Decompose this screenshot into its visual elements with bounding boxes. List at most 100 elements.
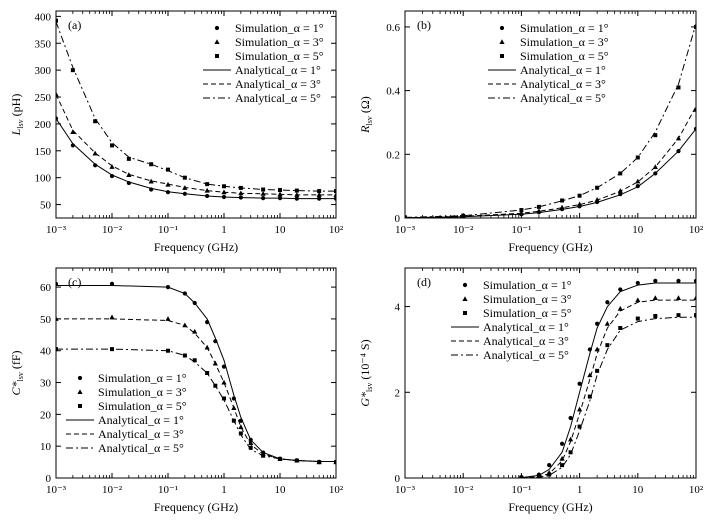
data-point-2 [70,129,76,134]
y-tick-label: 50 [40,314,52,326]
data-point-2 [693,295,696,300]
y-tick-label: 300 [35,65,52,77]
data-point-3 [577,424,582,429]
plot-area [405,23,696,218]
legend-entry: Simulation_α = 5° [235,49,324,63]
legend-swatch-marker [77,389,83,394]
x-tick-label: 10⁻³ [46,484,67,496]
data-point-2 [675,295,682,300]
data-point-3 [635,316,640,321]
y-tick-label: 0 [395,473,401,485]
y-axis-label-subscript: lsv [365,383,374,392]
x-tick-label: 10 [275,224,287,236]
y-axis-label-unit: (fF) [9,350,23,372]
data-point-3 [334,460,336,465]
data-point-2 [559,455,565,461]
x-tick-label: 10⁻¹ [511,484,531,496]
legend-entry: Analytical_α = 3° [520,77,606,91]
x-tick-label: 10⁻² [102,484,123,496]
data-point-3 [618,326,623,330]
series-line-5 [405,106,696,218]
legend-swatch-marker [462,282,468,288]
x-tick-label: 10⁻³ [395,484,416,496]
data-point-2 [126,172,132,177]
data-point-3 [568,450,573,455]
y-axis-label-unit: (pH) [9,94,23,120]
series-line-5 [56,318,336,462]
legend: Simulation_α = 1°Simulation_α = 3°Simula… [451,278,572,362]
y-tick-label: 0.4 [386,86,400,98]
data-point-3 [547,472,552,477]
plot-frame [55,267,337,479]
legend-swatch-marker [214,39,220,44]
legend-entry: Analytical_α = 3° [235,77,321,91]
data-point-2 [567,436,574,442]
panel-c: 10⁻³ 10⁻² 10⁻¹ 1 10 10² Frequency (GHz) 0 10 20 30… [9,267,344,514]
x-tick-label: 10² [689,224,704,236]
legend-entry: Analytical_α = 1° [98,413,184,427]
y-axis-label-subscript: lsv [16,372,25,381]
x-tick-label: 10² [689,484,704,496]
data-point-1 [568,415,573,421]
y-axis-label-unit: (Ω) [358,96,372,116]
data-point-1 [547,463,552,468]
data-point-3 [461,213,466,218]
data-point-3 [676,313,681,318]
x-tick-label: 10⁻² [453,484,474,496]
y-tick-label: 2 [395,387,401,399]
data-point-1 [618,287,623,292]
y-tick-label: 0 [46,473,52,485]
data-point-2 [333,192,336,197]
legend-entry: Simulation_α = 5° [98,399,187,413]
data-point-2 [109,164,115,169]
data-point-1 [559,441,565,446]
panel-b: 10⁻³ 10⁻² 10⁻¹ 1 10 10² Frequency (GHz) 0 0.2 0.4… [358,10,704,254]
x-tick-label: 1 [577,484,583,496]
data-point-3 [587,394,592,399]
data-point-3 [182,353,187,358]
plot-frame [404,267,697,479]
data-point-3 [519,475,524,478]
x-axis-label: Frequency (GHz) [154,500,238,514]
data-point-1 [109,281,115,287]
y-axis-label-symbol: L [9,128,23,136]
y-tick-label: 10 [40,441,52,453]
legend-swatch-marker [78,404,82,408]
legend: Simulation_α = 1°Simulation_α = 3°Simula… [488,21,609,105]
legend-entry: Simulation_α = 1° [483,278,572,292]
y-tick-label: 30 [40,378,52,390]
legend-entry: Simulation_α = 3° [98,385,187,399]
data-point-3 [110,143,114,148]
x-axis-label: Frequency (GHz) [154,240,238,254]
data-point-2 [604,320,610,326]
data-point-3 [166,167,170,172]
data-point-3 [149,162,154,167]
legend-entry: Analytical_α = 5° [235,91,321,105]
data-point-3 [126,156,131,161]
x-tick-label: 10⁻³ [395,224,416,236]
series-line-4 [405,128,696,218]
data-point-3 [653,133,658,138]
plot-area [56,281,336,465]
data-point-1 [56,281,59,287]
data-point-2 [577,406,583,412]
data-point-3 [222,396,226,401]
data-point-3 [405,215,407,218]
panel-label: (d) [417,275,431,289]
x-tick-label: 10⁻¹ [511,224,531,236]
data-point-3 [213,383,218,388]
data-point-3 [560,463,565,468]
panel-label: (b) [417,18,431,32]
legend-swatch-marker [77,375,83,381]
legend: Simulation_α = 1°Simulation_α = 3°Simula… [203,21,324,105]
legend-entry: Simulation_α = 1° [520,21,609,35]
x-tick-label: 10⁻¹ [158,484,178,496]
data-point-2 [577,201,583,207]
legend-swatch-marker [462,296,468,301]
series-line-5 [521,299,696,478]
plot-area [56,18,336,201]
y-axis-label-subscript: lsv [16,119,25,128]
x-tick-label: 10 [632,224,644,236]
data-point-2 [260,191,266,196]
x-tick-label: 1 [577,224,583,236]
